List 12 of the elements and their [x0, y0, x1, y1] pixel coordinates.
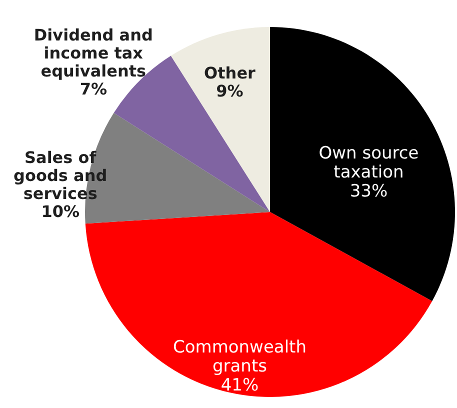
slice-label: Commonwealth grants: [172, 337, 306, 376]
data-label: 41%: [220, 375, 259, 396]
pie-slice: [170, 27, 270, 212]
pie-slice: [270, 27, 455, 302]
data-label: 9%: [216, 81, 244, 100]
data-label: 33%: [350, 182, 388, 202]
pie-slice: [85, 212, 432, 397]
data-label: 7%: [80, 79, 107, 98]
slice-label: Own source taxation: [318, 144, 419, 183]
data-label: 10%: [41, 202, 80, 222]
slice-label: Dividend and income tax equivalents: [34, 25, 153, 80]
slice-label: Other: [204, 63, 256, 82]
